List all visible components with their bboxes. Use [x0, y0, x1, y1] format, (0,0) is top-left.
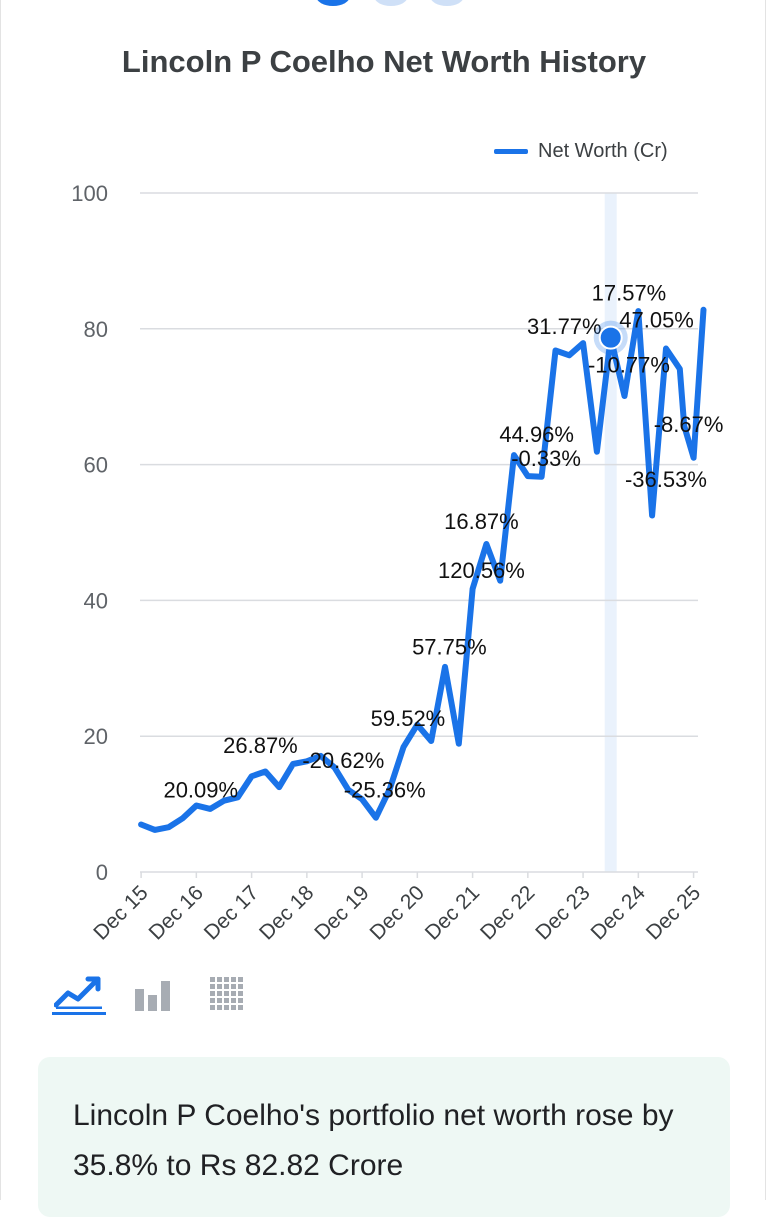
y-tick-label: 0: [96, 860, 108, 885]
carousel-pagination: [316, 0, 466, 6]
x-tick-label: Dec 15: [89, 881, 152, 944]
data-label: -0.33%: [511, 446, 581, 471]
table-icon-cell: [217, 997, 222, 1003]
x-tick-label: Dec 16: [145, 881, 208, 944]
x-tick-label: Dec 17: [200, 881, 263, 944]
data-label: -20.62%: [302, 748, 384, 773]
y-tick-label: 60: [84, 453, 108, 478]
data-label: 120.56%: [438, 558, 525, 583]
net-worth-line[interactable]: [138, 306, 707, 833]
data-label: 44.96%: [499, 422, 574, 447]
table-icon-cell: [224, 976, 229, 982]
table-icon: [210, 976, 243, 1010]
summary-card: Lincoln P Coelho's portfolio net worth r…: [38, 1057, 730, 1217]
data-label: 31.77%: [527, 314, 602, 339]
x-tick-label: Dec 19: [310, 881, 373, 944]
table-icon-cell: [217, 990, 222, 996]
hover-marker[interactable]: [598, 325, 623, 350]
data-label: 20.09%: [163, 777, 238, 802]
table-icon-cell: [238, 976, 243, 982]
x-tick-label: Dec 22: [476, 881, 539, 944]
table-icon-cell: [238, 990, 243, 996]
data-label: 17.57%: [592, 280, 667, 305]
table-icon-cell: [210, 997, 215, 1003]
x-tick-label: Dec 23: [531, 881, 594, 944]
table-icon-cell: [224, 1004, 229, 1010]
line-chart-button[interactable]: [52, 970, 106, 1015]
x-tick-label: Dec 24: [587, 881, 651, 945]
data-label: 57.75%: [412, 635, 487, 660]
bar-chart-icon: [135, 980, 170, 1011]
table-icon-cell: [224, 983, 229, 989]
x-tick-label: Dec 18: [255, 881, 318, 944]
data-label: 59.52%: [371, 706, 446, 731]
data-label: -25.36%: [344, 777, 426, 802]
x-tick-label: Dec 25: [642, 881, 705, 944]
table-icon-cell: [238, 983, 243, 989]
chart-title: Lincoln P Coelho Net Worth History: [121, 44, 647, 79]
table-icon-cell: [210, 990, 215, 996]
table-icon-cell: [231, 990, 236, 996]
table-icon-cell: [224, 997, 229, 1003]
table-icon-cell: [210, 983, 215, 989]
y-tick-label: 80: [84, 317, 108, 342]
data-label: -8.67%: [654, 412, 724, 437]
table-icon-cell: [224, 990, 229, 996]
table-icon-cell: [231, 1004, 236, 1010]
legend-swatch: [494, 149, 528, 154]
table-icon-cell: [231, 976, 236, 982]
y-tick-label: 40: [84, 588, 108, 613]
y-tick-label: 20: [84, 724, 108, 749]
carousel-dot[interactable]: [430, 0, 464, 6]
table-icon-cell: [210, 1004, 215, 1010]
table-button[interactable]: [200, 972, 254, 1014]
chart-type-switcher: [52, 970, 274, 1015]
summary-text: Lincoln P Coelho's portfolio net worth r…: [73, 1099, 674, 1182]
data-label: -10.77%: [588, 352, 670, 377]
table-icon-cell: [238, 1004, 243, 1010]
data-label: -36.53%: [625, 467, 707, 492]
carousel-dot-active[interactable]: [316, 0, 350, 6]
chart-legend[interactable]: Net Worth (Cr): [494, 140, 668, 163]
carousel-dot[interactable]: [374, 0, 408, 6]
data-label: 26.87%: [223, 733, 298, 758]
table-icon-cell: [231, 997, 236, 1003]
legend-label: Net Worth (Cr): [538, 140, 668, 162]
bar-chart-button[interactable]: [126, 972, 180, 1014]
table-icon-cell: [238, 997, 243, 1003]
x-tick-label: Dec 20: [366, 881, 429, 944]
table-icon-cell: [210, 976, 215, 982]
table-icon-cell: [217, 976, 222, 982]
table-icon-cell: [217, 983, 222, 989]
data-label: 16.87%: [444, 509, 519, 534]
data-label: 47.05%: [619, 307, 694, 332]
table-icon-cell: [217, 1004, 222, 1010]
table-icon-cell: [231, 983, 236, 989]
y-tick-label: 100: [71, 181, 108, 206]
line-chart-icon: [54, 976, 102, 1009]
x-tick-label: Dec 21: [421, 881, 484, 944]
